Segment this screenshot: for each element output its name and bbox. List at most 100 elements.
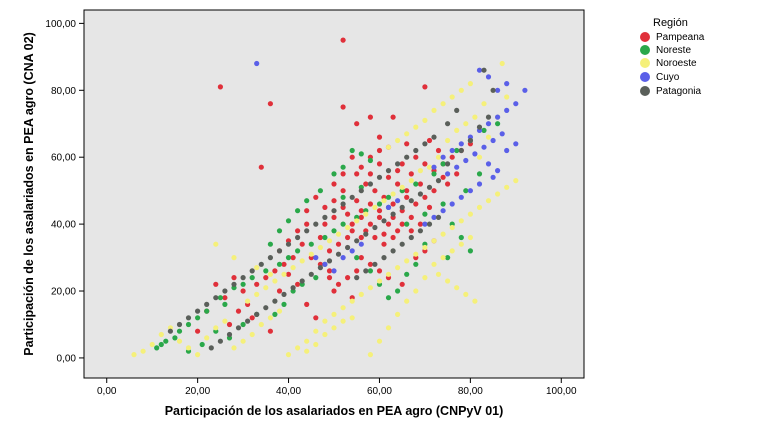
point-pampeana xyxy=(367,261,373,267)
point-noreste xyxy=(431,171,437,177)
point-patagonia xyxy=(481,67,487,73)
point-noreste xyxy=(322,234,328,241)
point-patagonia xyxy=(381,218,387,224)
point-cuyo xyxy=(490,137,496,144)
legend-label-noreste: Noreste xyxy=(656,45,691,56)
point-noreste xyxy=(331,171,337,177)
point-patagonia xyxy=(195,308,201,314)
point-noroeste xyxy=(472,114,478,120)
legend-marker-noreste xyxy=(640,45,650,55)
point-patagonia xyxy=(458,147,464,154)
point-cuyo xyxy=(463,157,469,164)
point-noreste xyxy=(276,228,283,234)
point-noroeste xyxy=(463,291,469,297)
point-noroeste xyxy=(317,244,323,251)
point-noroeste xyxy=(467,234,473,241)
point-patagonia xyxy=(345,244,351,251)
point-cuyo xyxy=(440,154,446,160)
point-noroeste xyxy=(340,318,346,324)
point-noroeste xyxy=(363,211,369,217)
point-noroeste xyxy=(308,251,314,257)
y-axis-ticks: 0,00 20,00 40,00 60,00 80,00 100,00 xyxy=(45,19,84,364)
point-patagonia xyxy=(167,328,173,334)
point-pampeana xyxy=(367,114,373,120)
point-noroeste xyxy=(467,81,473,87)
point-patagonia xyxy=(295,234,301,241)
point-patagonia xyxy=(326,258,333,264)
point-noroeste xyxy=(249,331,255,338)
point-noroeste xyxy=(422,275,428,281)
y-axis-title: Participación de los asalariados en PEA … xyxy=(22,32,36,355)
point-noroeste xyxy=(385,144,392,150)
point-noreste xyxy=(413,181,419,187)
point-patagonia xyxy=(226,331,233,338)
point-noroeste xyxy=(467,211,473,217)
point-pampeana xyxy=(195,328,201,334)
point-patagonia xyxy=(395,161,401,167)
legend-item-noroeste: Noroeste xyxy=(640,58,697,69)
point-pampeana xyxy=(254,281,260,287)
point-pampeana xyxy=(376,214,383,220)
point-patagonia xyxy=(285,241,292,247)
point-pampeana xyxy=(313,315,319,321)
point-noreste xyxy=(204,308,210,314)
point-noreste xyxy=(317,188,323,194)
point-pampeana xyxy=(376,208,383,214)
point-pampeana xyxy=(381,231,387,237)
point-pampeana xyxy=(340,104,346,110)
point-cuyo xyxy=(467,188,473,194)
point-noroeste xyxy=(385,271,392,277)
point-noreste xyxy=(281,301,287,307)
point-noreste xyxy=(313,275,319,281)
point-noreste xyxy=(467,248,473,254)
point-cuyo xyxy=(385,204,392,210)
point-pampeana xyxy=(367,201,373,207)
point-noroeste xyxy=(299,258,305,264)
point-patagonia xyxy=(445,121,451,127)
point-noroeste xyxy=(254,265,260,271)
legend-marker-cuyo xyxy=(640,72,650,82)
point-pampeana xyxy=(267,101,273,107)
point-noreste xyxy=(476,171,483,177)
point-noroeste xyxy=(258,321,264,328)
point-noroeste xyxy=(372,204,378,210)
point-cuyo xyxy=(358,241,364,247)
point-patagonia xyxy=(399,204,405,210)
point-patagonia xyxy=(204,301,210,307)
point-noroeste xyxy=(513,178,519,184)
point-noroeste xyxy=(454,285,460,291)
legend-item-cuyo: Cuyo xyxy=(640,72,680,83)
point-patagonia xyxy=(249,268,255,274)
point-cuyo xyxy=(440,208,446,214)
point-pampeana xyxy=(222,295,228,301)
point-noreste xyxy=(481,127,487,133)
point-noreste xyxy=(263,268,269,274)
point-pampeana xyxy=(326,275,333,281)
point-noroeste xyxy=(449,94,455,100)
point-pampeana xyxy=(226,321,233,328)
point-noreste xyxy=(308,241,314,247)
point-noroeste xyxy=(390,191,396,197)
point-noroeste xyxy=(254,291,260,297)
point-pampeana xyxy=(345,275,351,281)
point-pampeana xyxy=(295,281,301,287)
point-noreste xyxy=(404,221,410,227)
point-pampeana xyxy=(354,121,360,127)
point-pampeana xyxy=(345,234,351,241)
point-pampeana xyxy=(413,154,419,160)
point-pampeana xyxy=(381,241,387,247)
point-cuyo xyxy=(340,255,346,261)
point-pampeana xyxy=(322,221,328,227)
point-patagonia xyxy=(217,338,223,344)
point-noroeste xyxy=(435,271,442,277)
point-patagonia xyxy=(363,268,369,274)
point-pampeana xyxy=(408,214,414,220)
point-noroeste xyxy=(349,298,355,304)
point-pampeana xyxy=(376,268,383,274)
point-noroeste xyxy=(435,154,442,160)
point-pampeana xyxy=(435,147,442,154)
point-pampeana xyxy=(404,188,410,194)
point-pampeana xyxy=(399,281,405,287)
legend-marker-noroeste xyxy=(640,58,650,68)
point-noroeste xyxy=(404,298,410,304)
